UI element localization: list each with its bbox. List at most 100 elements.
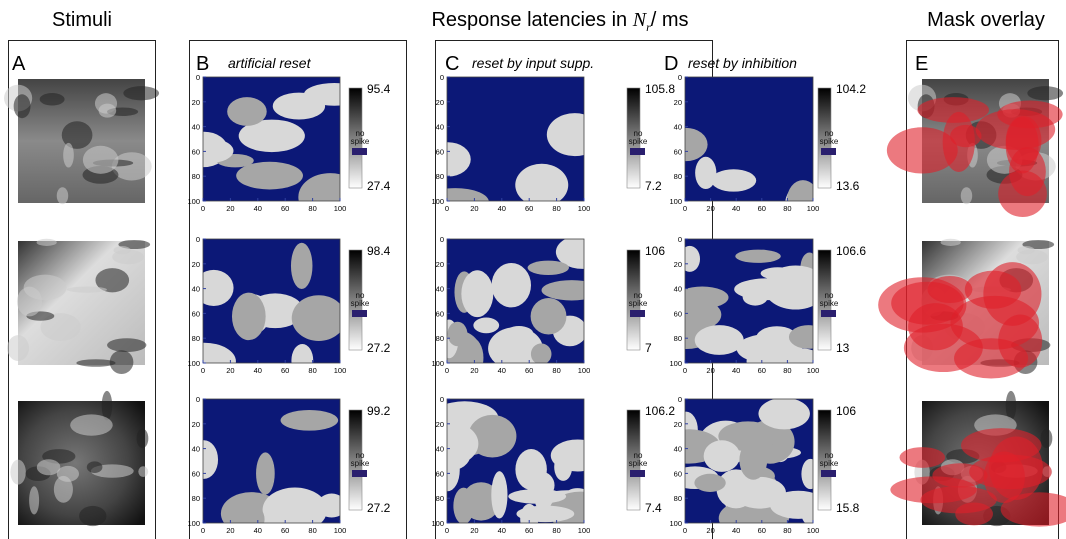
y-tick-label: 100 xyxy=(431,197,444,206)
x-tick-label: 0 xyxy=(201,204,205,213)
image-texture xyxy=(940,238,961,246)
x-tick-label: 0 xyxy=(201,526,205,535)
x-tick-label: 80 xyxy=(552,366,560,375)
plot-frame xyxy=(202,238,341,364)
no-spike-label: no spike xyxy=(819,451,839,468)
x-tick-label: 0 xyxy=(683,204,687,213)
heatmap-region xyxy=(516,505,575,523)
image-texture xyxy=(7,335,30,362)
mask-region xyxy=(950,295,1040,350)
heatmap-region xyxy=(262,487,328,523)
heatmap-region xyxy=(695,156,717,190)
image-texture xyxy=(123,86,160,101)
header-text: Response latencies in xyxy=(431,9,627,31)
y-tick-label: 20 xyxy=(674,260,682,269)
mask-region xyxy=(998,170,1047,218)
y-tick-label: 60 xyxy=(674,469,682,478)
y-tick-label: 60 xyxy=(436,309,444,318)
heatmap-region xyxy=(447,448,460,492)
heatmap-region xyxy=(788,325,813,349)
heatmap-region xyxy=(527,260,569,276)
y-tick-label: 0 xyxy=(440,395,444,404)
image-texture xyxy=(1027,86,1064,101)
x-tick-label: 100 xyxy=(807,526,820,535)
heatmap xyxy=(447,399,584,523)
stimulus-image xyxy=(10,390,149,527)
heatmap-region xyxy=(291,295,340,341)
x-tick-label: 40 xyxy=(254,526,262,535)
y-tick-label: 80 xyxy=(436,334,444,343)
colorbar-min: 27.2 xyxy=(367,501,391,515)
image-texture xyxy=(23,274,67,301)
colorbar-min: 27.4 xyxy=(367,179,391,193)
x-tick-label: 60 xyxy=(525,204,533,213)
heatmap-region xyxy=(458,337,484,363)
colorbar-max: 106 xyxy=(645,244,665,258)
heatmap-region xyxy=(461,482,501,521)
heatmap-region xyxy=(786,348,813,363)
y-tick-label: 0 xyxy=(678,395,682,404)
header-subscript: r xyxy=(646,20,651,34)
x-tick-label: 0 xyxy=(683,366,687,375)
x-tick-label: 20 xyxy=(470,526,478,535)
heatmap-region xyxy=(447,321,468,347)
image-texture xyxy=(113,246,131,255)
mask-image xyxy=(878,238,1055,379)
y-tick-label: 60 xyxy=(192,147,200,156)
plot-frame xyxy=(202,398,341,524)
heatmap-region xyxy=(786,180,813,201)
y-tick-label: 20 xyxy=(436,98,444,107)
panel-letter: E xyxy=(915,53,928,75)
heatmap-region xyxy=(530,297,567,335)
mask-region xyxy=(917,97,990,123)
x-tick-label: 60 xyxy=(281,366,289,375)
x-tick-label: 20 xyxy=(226,204,234,213)
no-spike-swatch xyxy=(821,470,836,477)
colorbar-min: 7.2 xyxy=(645,179,662,193)
x-tick-label: 40 xyxy=(498,526,506,535)
x-tick-label: 80 xyxy=(552,526,560,535)
y-tick-label: 0 xyxy=(196,395,200,404)
image-texture xyxy=(70,414,113,436)
y-tick-label: 40 xyxy=(674,445,682,454)
heatmap-region xyxy=(272,92,326,120)
y-tick-label: 100 xyxy=(187,359,200,368)
y-tick-label: 80 xyxy=(674,334,682,343)
heatmap-region xyxy=(454,207,521,241)
colorbar xyxy=(817,87,832,189)
x-tick-label: 100 xyxy=(578,366,591,375)
heatmap-region xyxy=(491,471,508,519)
x-tick-label: 100 xyxy=(807,204,820,213)
heatmap xyxy=(203,77,340,201)
image-texture xyxy=(79,505,107,527)
heatmap-region xyxy=(203,440,219,479)
heatmap-region xyxy=(203,269,234,306)
y-tick-label: 60 xyxy=(436,147,444,156)
no-spike-label: no spike xyxy=(819,129,839,146)
x-tick-label: 100 xyxy=(334,204,347,213)
colorbar-max: 104.2 xyxy=(836,82,866,96)
mask-region xyxy=(950,124,982,148)
mask-image xyxy=(886,79,1064,218)
image-texture xyxy=(109,350,134,374)
y-tick-label: 80 xyxy=(674,494,682,503)
x-tick-label: 40 xyxy=(498,366,506,375)
x-tick-label: 40 xyxy=(254,204,262,213)
heatmap-region xyxy=(546,113,584,157)
plot-frame xyxy=(684,238,814,364)
colorbar-min: 7 xyxy=(645,341,652,355)
x-tick-label: 40 xyxy=(732,204,740,213)
y-tick-label: 60 xyxy=(674,309,682,318)
y-tick-label: 0 xyxy=(196,73,200,82)
image-texture xyxy=(111,152,152,181)
heatmap xyxy=(447,239,584,363)
mask-region xyxy=(983,451,1025,503)
colorbar xyxy=(348,87,363,189)
y-tick-label: 40 xyxy=(192,445,200,454)
image-texture xyxy=(10,459,26,485)
y-tick-label: 20 xyxy=(674,420,682,429)
x-tick-label: 40 xyxy=(254,366,262,375)
heatmap-region xyxy=(236,161,303,190)
image-texture xyxy=(56,187,69,205)
heatmap xyxy=(685,399,813,523)
